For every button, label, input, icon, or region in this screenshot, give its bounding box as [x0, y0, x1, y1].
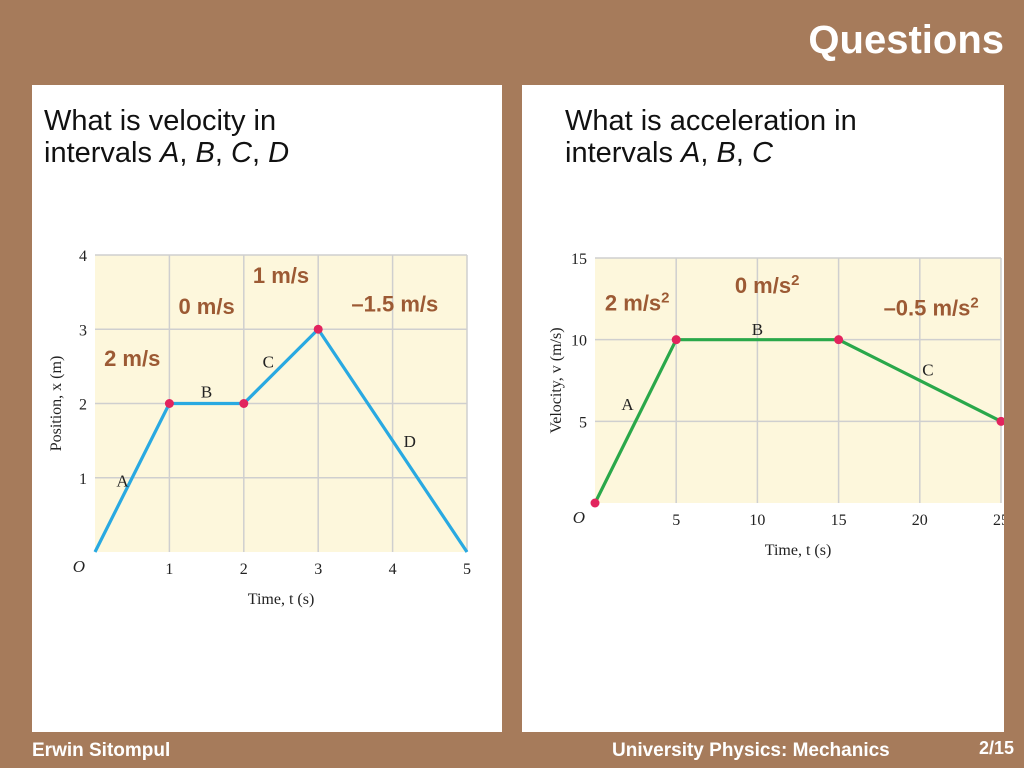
right-panel: What is acceleration in intervals A, B, … — [522, 85, 1004, 732]
position-segment-label: D — [404, 432, 416, 451]
footer-author: Erwin Sitompul — [32, 740, 171, 761]
velocity-x-tick-label: 5 — [672, 512, 680, 529]
position-x-tick-label: 1 — [165, 561, 173, 578]
position-data-point — [313, 324, 323, 334]
velocity-y-axis-label: Velocity, v (m/s) — [548, 327, 565, 433]
position-x-tick-label: 5 — [463, 561, 471, 578]
page-number: 2/15 — [978, 738, 1014, 758]
position-x-tick-label: 4 — [389, 561, 397, 578]
velocity-x-tick-label: 15 — [831, 512, 847, 529]
velocity-segment-label: A — [621, 395, 634, 414]
left-panel: What is velocity in intervals A, B, C, D… — [32, 85, 502, 732]
velocity-time-chart: 5 10 15 20 25 5 10 15 O Time, t (s) Velocity, v (m… — [548, 251, 1004, 559]
position-x-tick-label: 3 — [314, 561, 322, 578]
position-origin-label: O — [73, 557, 85, 576]
footer-course: University Physics: Mechanics — [612, 740, 890, 761]
velocity-question-line2: intervals A, B, C, D — [44, 137, 290, 169]
velocity-data-point — [590, 498, 600, 508]
velocity-answer-label: –0.5 m/s2 — [884, 295, 979, 321]
velocity-answer-label: 0 m/s2 — [735, 272, 800, 298]
velocity-y-tick-label: 5 — [579, 414, 587, 431]
position-y-tick-label: 2 — [79, 397, 87, 414]
position-data-point — [164, 399, 174, 408]
position-answer-label: –1.5 m/s — [351, 292, 438, 317]
slide-title: Questions — [808, 18, 1004, 62]
velocity-x-tick-label: 20 — [912, 512, 928, 529]
velocity-plot-area — [595, 258, 1001, 503]
velocity-x-tick-label: 25 — [993, 512, 1004, 529]
position-answer-label: 0 m/s — [178, 294, 234, 319]
velocity-y-tick-label: 15 — [571, 251, 587, 268]
velocity-question: What is velocity in intervals A, B, C, D — [44, 105, 289, 169]
acceleration-question: What is acceleration in intervals A, B, … — [565, 105, 857, 169]
velocity-answer-label: 2 m/s2 — [605, 290, 670, 316]
position-y-tick-label: 3 — [79, 322, 87, 339]
position-x-axis-label: Time, t (s) — [248, 591, 315, 608]
position-y-tick-label: 1 — [79, 471, 87, 488]
velocity-segment-label: B — [752, 320, 763, 339]
position-x-tick-label: 2 — [240, 561, 248, 578]
velocity-question-line1: What is velocity in — [44, 105, 277, 137]
acceleration-question-line1: What is acceleration in — [565, 105, 857, 137]
position-answer-label: 2 m/s — [104, 346, 160, 371]
position-segment-label: B — [201, 382, 212, 401]
acceleration-question-line2: intervals A, B, C — [565, 137, 773, 169]
position-segment-label: A — [116, 471, 129, 490]
velocity-series-line — [593, 338, 1002, 504]
position-segment-label: C — [263, 353, 274, 372]
velocity-data-point — [671, 335, 681, 345]
position-y-axis-label: Position, x (m) — [48, 356, 65, 452]
velocity-origin-label: O — [573, 508, 585, 527]
position-answer-label: 1 m/s — [253, 263, 309, 288]
velocity-data-point — [996, 416, 1004, 426]
velocity-segment-label: C — [922, 361, 933, 380]
position-time-chart: 1 2 3 4 5 1 2 3 4 O Time, t (s) Position, x (m) A B C D… — [48, 248, 471, 608]
position-data-point — [239, 399, 249, 408]
velocity-data-point — [834, 335, 844, 345]
velocity-x-axis-label: Time, t (s) — [765, 542, 832, 559]
velocity-y-tick-label: 10 — [571, 333, 587, 350]
velocity-x-tick-label: 10 — [749, 512, 765, 529]
position-y-tick-label: 4 — [79, 248, 87, 265]
